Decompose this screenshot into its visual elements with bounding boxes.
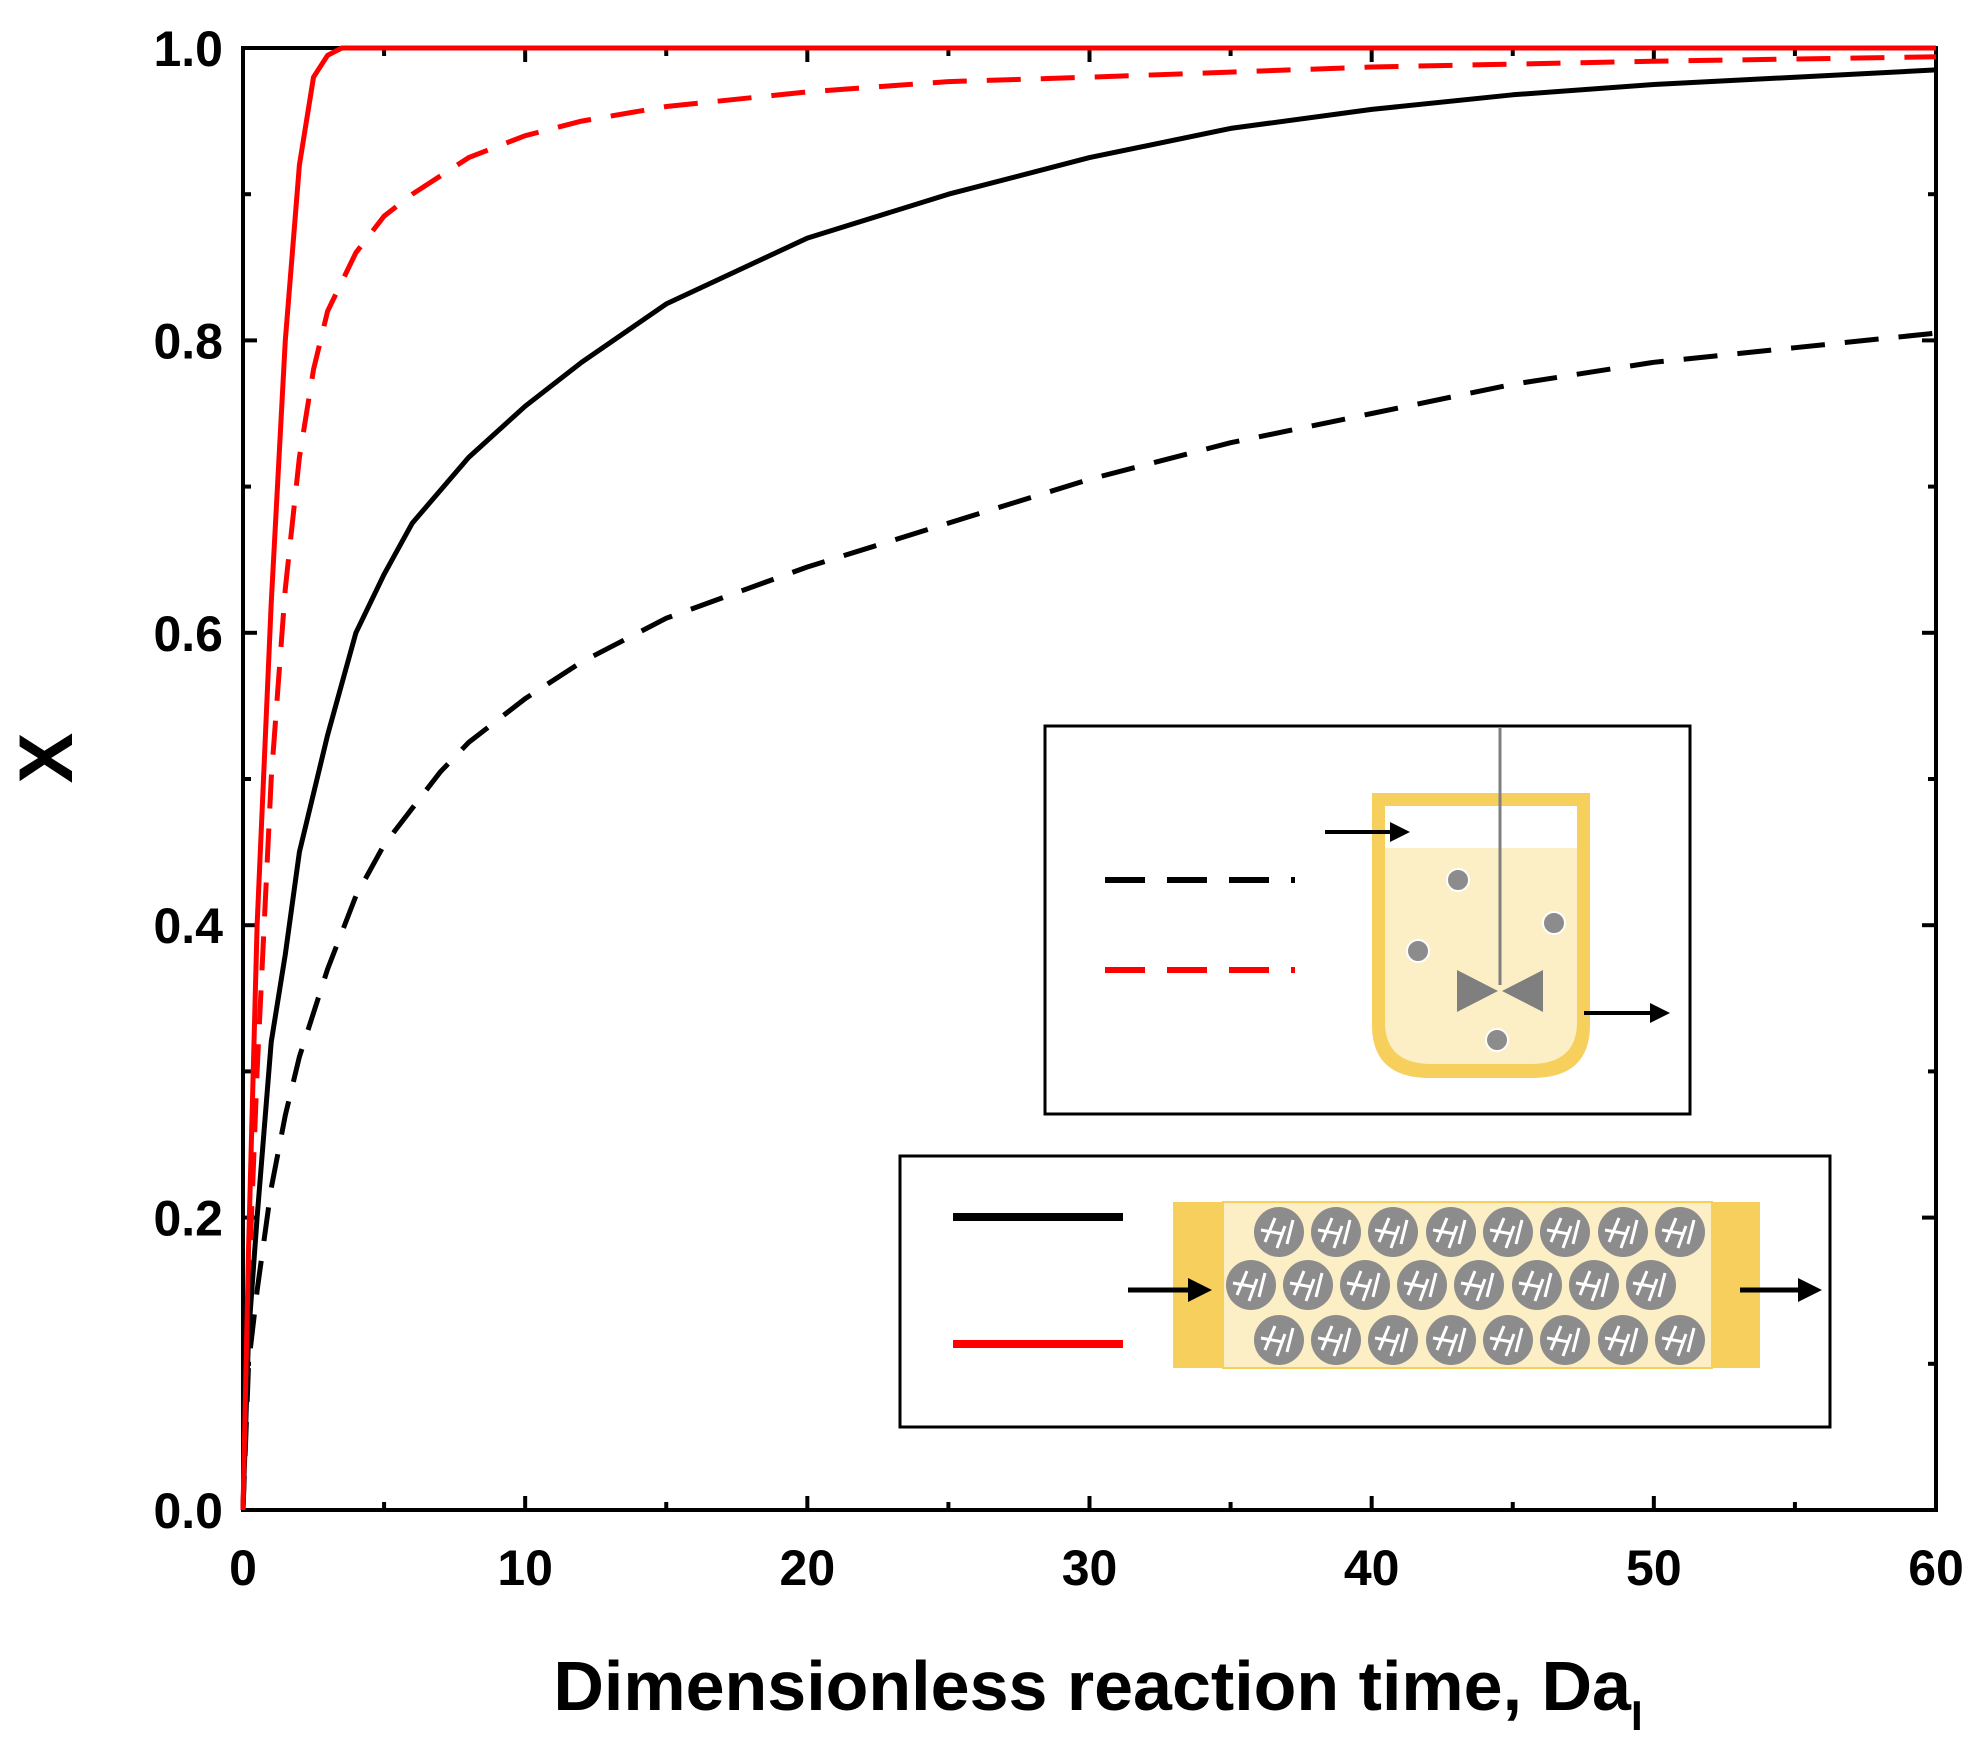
cstr-catalyst-particle <box>1446 868 1470 892</box>
pfr-catalyst-particle <box>1569 1260 1619 1310</box>
pfr-particles <box>1226 1207 1705 1365</box>
pfr-catalyst-particle <box>1283 1260 1333 1310</box>
series-line-1 <box>240 330 1937 1511</box>
ticks-layer: 0 10 20 30 40 50 60 0.0 0.2 0.4 0.6 0.8 1.0 <box>153 21 1963 1596</box>
pfr-catalyst-particle <box>1512 1260 1562 1310</box>
pfr-catalyst-particle <box>1426 1207 1476 1257</box>
cstr-catalyst-particle <box>1542 911 1566 935</box>
pfr-catalyst-particle <box>1540 1207 1590 1257</box>
pfr-catalyst-particle <box>1598 1315 1648 1365</box>
pfr-catalyst-particle <box>1454 1260 1504 1310</box>
y-tick-label: 0.8 <box>153 313 223 369</box>
pfr-catalyst-particle <box>1368 1207 1418 1257</box>
y-tick-label: 0.4 <box>153 898 223 954</box>
pfr-catalyst-particle <box>1340 1260 1390 1310</box>
pfr-catalyst-particle <box>1311 1207 1361 1257</box>
series-line-4 <box>240 45 1936 1511</box>
x-axis-title-subscript: I <box>1631 1692 1643 1739</box>
cstr-impeller-blade-left <box>1457 970 1498 1012</box>
cstr-catalyst-particle <box>1485 1028 1509 1052</box>
cstr-outlet-arrow <box>1584 1003 1670 1023</box>
inset-cstr-frame <box>1043 724 1692 1116</box>
pfr-catalyst-particle <box>1397 1260 1447 1310</box>
y-axis-title: X <box>4 732 89 783</box>
x-tick-label: 40 <box>1344 1540 1400 1596</box>
pfr-catalyst-particle <box>1226 1260 1276 1310</box>
pfr-catalyst-particle <box>1483 1315 1533 1365</box>
x-tick-label: 20 <box>780 1540 836 1596</box>
pfr-catalyst-particle <box>1655 1207 1705 1257</box>
series-line-2 <box>240 54 1937 1511</box>
cstr-impeller-blade-right <box>1502 970 1543 1012</box>
pfr-catalyst-particle <box>1311 1315 1361 1365</box>
inset-cstr <box>1043 724 1692 1116</box>
y-tick-label: 0.2 <box>153 1191 223 1247</box>
pfr-catalyst-particle <box>1254 1207 1304 1257</box>
y-tick-label: 0.0 <box>153 1483 223 1539</box>
cstr-vessel <box>1372 728 1616 1078</box>
x-tick-label: 30 <box>1062 1540 1118 1596</box>
cstr-catalyst-particle <box>1406 939 1430 963</box>
pfr-catalyst-particle <box>1368 1315 1418 1365</box>
cstr-inlet-arrow <box>1325 822 1410 842</box>
pfr-catalyst-particle <box>1540 1315 1590 1365</box>
pfr-catalyst-particle <box>1655 1315 1705 1365</box>
pfr-catalyst-particle <box>1483 1207 1533 1257</box>
cstr-vessel-headspace <box>1385 806 1577 848</box>
cstr-vessel-liquid <box>1385 848 1577 1064</box>
series-line-3 <box>240 67 1937 1511</box>
x-axis-title-main: Dimensionless reaction time, Da <box>553 1647 1632 1725</box>
y-tick-label: 0.6 <box>153 606 223 662</box>
x-tick-label: 60 <box>1908 1540 1964 1596</box>
x-tick-label: 10 <box>497 1540 553 1596</box>
x-tick-label: 0 <box>229 1540 257 1596</box>
inset-pfr <box>898 1154 1832 1429</box>
series-layer <box>240 45 1937 1511</box>
pfr-catalyst-particle <box>1426 1315 1476 1365</box>
x-tick-label: 50 <box>1626 1540 1682 1596</box>
cstr-outlet-gap <box>1590 985 1616 1031</box>
pfr-inlet-arrow <box>1128 1278 1212 1302</box>
y-tick-label: 1.0 <box>153 21 223 77</box>
pfr-catalyst-particle <box>1254 1315 1304 1365</box>
pfr-catalyst-particle <box>1626 1260 1676 1310</box>
x-axis-title: Dimensionless reaction time, DaI <box>553 1647 1642 1739</box>
pfr-catalyst-particle <box>1598 1207 1648 1257</box>
pfr-outlet-arrow <box>1740 1278 1822 1302</box>
